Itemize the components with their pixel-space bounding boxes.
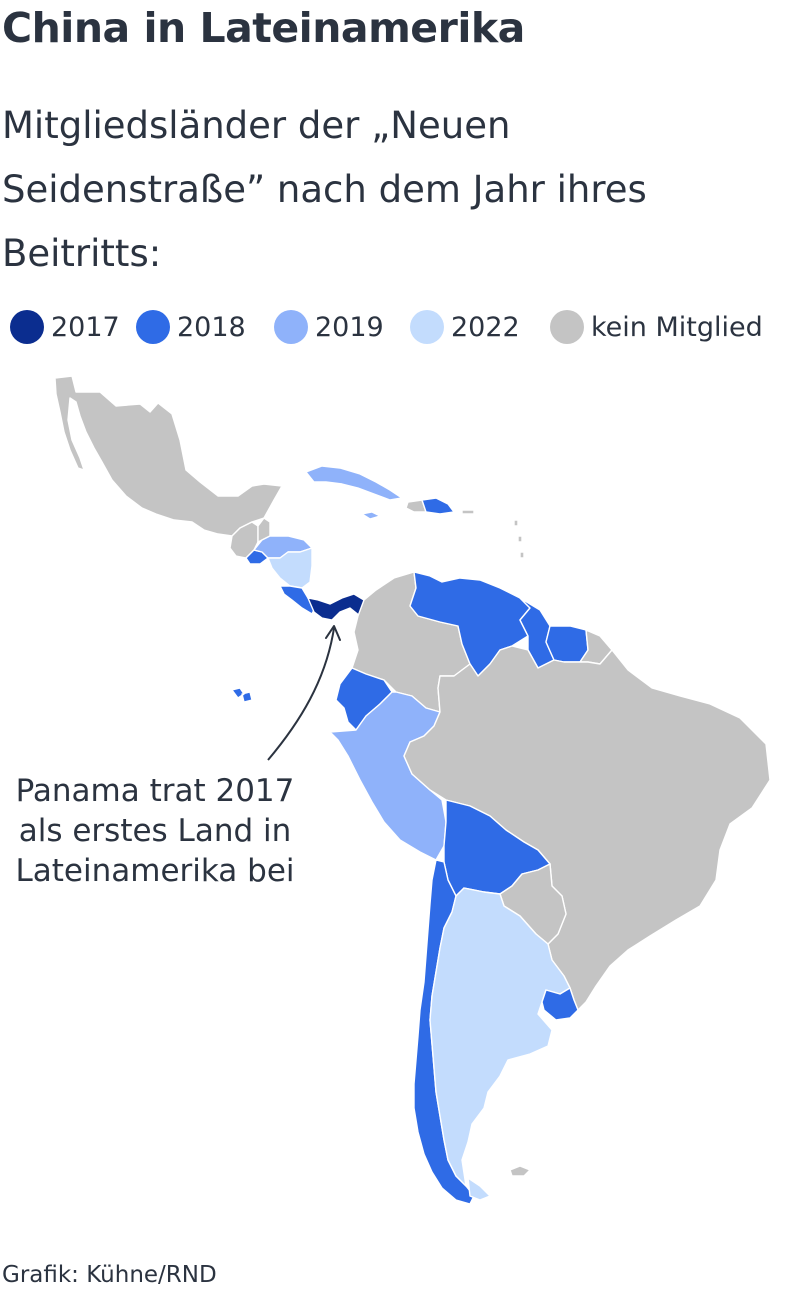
legend-swatch-kein-mitglied [550,310,584,344]
legend-swatch-2019 [274,310,308,344]
island-lesser-antilles [513,519,525,559]
legend-item-2022: 2022 [410,309,520,345]
country-mexiko [54,375,283,537]
legend-item-kein-mitglied: kein Mitglied [550,309,763,345]
country-guatemala [229,521,259,559]
annotation-arrow [267,627,335,761]
country-galapagos [231,687,253,703]
annotation-arrowhead [325,625,341,641]
country-kuba [305,465,403,501]
legend-swatch-2018 [136,310,170,344]
country-nicaragua [267,547,313,589]
legend-label-kein-mitglied: kein Mitglied [591,311,763,343]
legend: 2017 2018 2019 2022 kein Mitglied [0,309,800,345]
annotation-panama: Panama trat 2017 als erstes Land in Late… [15,773,295,889]
country-falklandinseln [509,1165,531,1177]
source-credit: Grafik: Kühne/RND [2,1262,217,1288]
country-suriname [545,625,589,663]
legend-label-2018: 2018 [177,311,246,343]
legend-swatch-2017 [10,310,44,344]
legend-item-2019: 2019 [274,309,384,345]
country-argentinien [429,887,571,1187]
island-puerto-rico [461,509,475,515]
legend-item-2018: 2018 [136,309,246,345]
country-argentinien-feuerland [467,1177,491,1201]
legend-label-2019: 2019 [315,311,384,343]
country-uruguay [541,987,579,1021]
legend-label-2017: 2017 [51,311,120,343]
chart-title: China in Lateinamerika [2,4,525,52]
chart-subtitle: Mitgliedsländer der „Neuen Seidenstraße”… [2,104,647,275]
legend-swatch-2022 [410,310,444,344]
legend-item-2017: 2017 [10,309,120,345]
country-jamaika [361,511,381,520]
country-haiti [405,499,427,513]
country-dominikanische-republik [421,497,455,515]
legend-label-2022: 2022 [451,311,520,343]
map [54,375,771,1205]
